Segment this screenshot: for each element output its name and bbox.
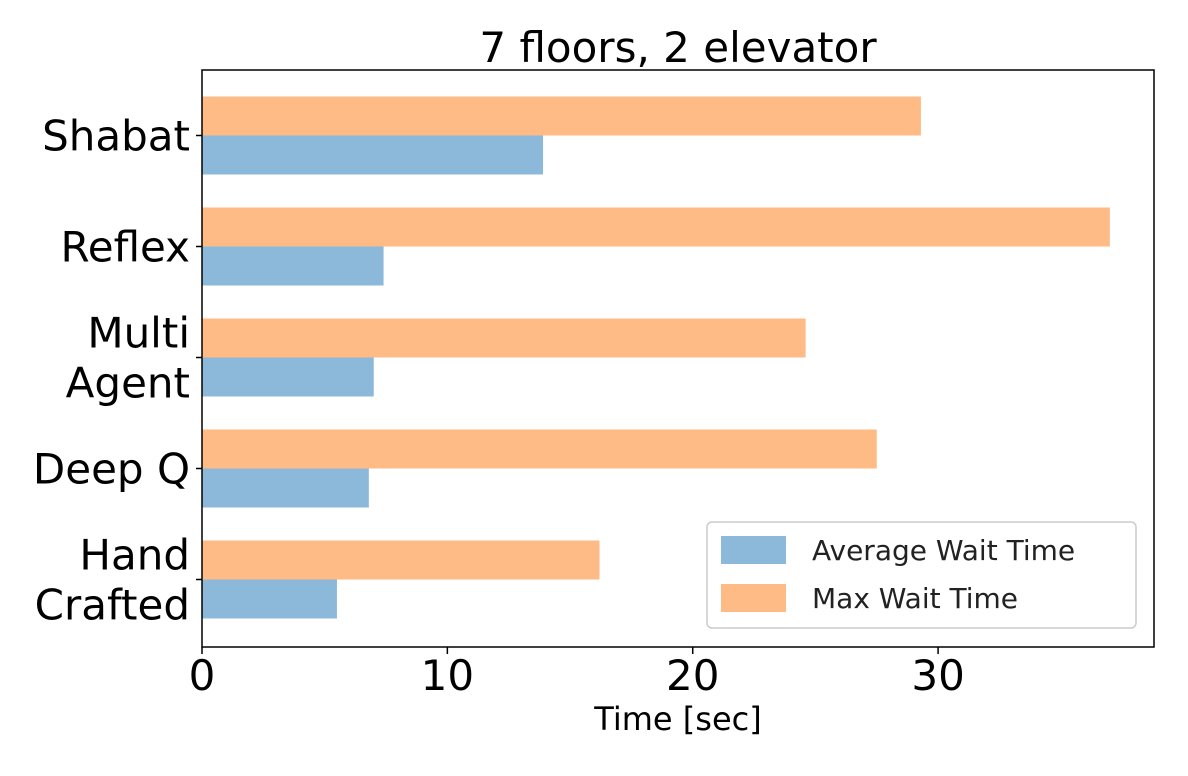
bar-average-wait (202, 357, 374, 397)
bar-max-wait (202, 96, 921, 136)
category-label: Hand Crafted (35, 531, 190, 630)
category-label: Reflex (60, 223, 190, 272)
bar-max-wait (202, 429, 877, 469)
chart-title: 7 floors, 2 elevator (479, 23, 877, 72)
legend-swatch (721, 536, 786, 564)
x-axis-title: Time [sec] (593, 700, 761, 738)
legend-label: Max Wait Time (812, 582, 1018, 615)
x-tick-label: 0 (189, 651, 216, 700)
bar-average-wait (202, 246, 384, 286)
bars-group (202, 96, 1110, 619)
category-labels: Shabat Reflex Multi Agent Deep Q Hand Crafted (33, 112, 190, 630)
bar-average-wait (202, 579, 337, 619)
category-label: Shabat (42, 112, 190, 161)
plot-frame (201, 69, 1155, 648)
ticks-group: 0 10 20 30 (189, 134, 965, 700)
legend-swatch (721, 584, 786, 612)
bar-average-wait (202, 135, 544, 175)
bar-max-wait (202, 540, 600, 580)
x-tick-label: 10 (421, 651, 474, 700)
legend: Average Wait Time Max Wait Time (706, 521, 1137, 629)
bar-average-wait (202, 468, 369, 508)
legend-label: Average Wait Time (812, 534, 1075, 567)
x-tick-label: 30 (911, 651, 964, 700)
bar-max-wait (202, 207, 1110, 247)
category-label: Multi Agent (66, 309, 190, 408)
legend-frame (706, 521, 1137, 629)
bar-max-wait (202, 318, 806, 358)
x-tick-label: 20 (666, 651, 719, 700)
category-label: Deep Q (33, 445, 190, 494)
